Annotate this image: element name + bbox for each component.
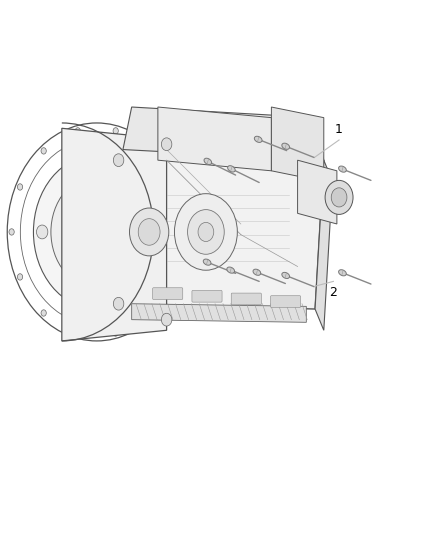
Ellipse shape [227, 267, 234, 273]
Circle shape [106, 190, 113, 200]
Circle shape [87, 220, 106, 244]
Circle shape [51, 176, 143, 288]
Circle shape [41, 148, 46, 154]
Ellipse shape [204, 158, 212, 165]
Text: 1: 1 [335, 123, 343, 136]
Circle shape [138, 219, 160, 245]
Circle shape [9, 229, 14, 235]
Circle shape [174, 193, 237, 270]
Polygon shape [62, 128, 166, 341]
Circle shape [171, 274, 176, 280]
Ellipse shape [203, 259, 211, 265]
Circle shape [18, 274, 23, 280]
Ellipse shape [339, 270, 346, 276]
Circle shape [79, 211, 114, 253]
Circle shape [113, 297, 124, 310]
Polygon shape [123, 107, 324, 160]
Polygon shape [272, 107, 324, 181]
FancyBboxPatch shape [192, 290, 222, 302]
Circle shape [171, 184, 176, 190]
Ellipse shape [282, 272, 290, 279]
Circle shape [113, 128, 118, 134]
Circle shape [80, 264, 88, 273]
Circle shape [198, 222, 214, 241]
Circle shape [113, 330, 118, 336]
Circle shape [123, 212, 131, 222]
Circle shape [33, 155, 160, 309]
FancyBboxPatch shape [271, 296, 300, 308]
Circle shape [179, 229, 184, 235]
Circle shape [91, 292, 102, 305]
Polygon shape [114, 150, 324, 309]
Ellipse shape [254, 136, 262, 142]
Circle shape [63, 243, 71, 252]
Polygon shape [315, 160, 332, 330]
Ellipse shape [339, 166, 346, 172]
Circle shape [147, 310, 152, 316]
Circle shape [106, 264, 113, 273]
Circle shape [123, 243, 131, 252]
Ellipse shape [228, 166, 235, 172]
Circle shape [41, 310, 46, 316]
Circle shape [130, 208, 169, 256]
Circle shape [161, 138, 172, 151]
Circle shape [331, 188, 347, 207]
Circle shape [80, 190, 88, 200]
Polygon shape [132, 304, 306, 322]
Circle shape [146, 225, 157, 239]
Circle shape [18, 184, 23, 190]
Ellipse shape [253, 269, 261, 276]
Circle shape [113, 154, 124, 166]
Circle shape [147, 148, 152, 154]
Circle shape [187, 209, 224, 254]
Circle shape [161, 313, 172, 326]
Circle shape [63, 212, 71, 222]
FancyBboxPatch shape [152, 288, 183, 300]
FancyBboxPatch shape [231, 293, 261, 305]
Circle shape [36, 225, 48, 239]
Circle shape [75, 128, 81, 134]
Ellipse shape [282, 143, 290, 149]
Circle shape [75, 330, 81, 336]
Polygon shape [158, 107, 272, 171]
Polygon shape [297, 160, 337, 224]
Text: 2: 2 [329, 286, 337, 298]
Circle shape [325, 180, 353, 214]
Circle shape [91, 159, 102, 172]
